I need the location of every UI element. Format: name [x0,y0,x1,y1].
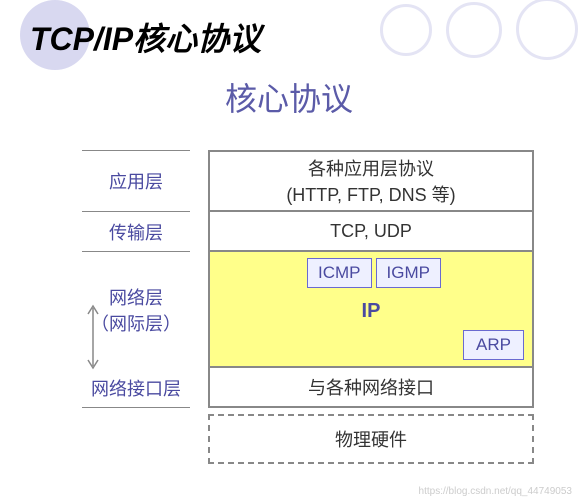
decorative-circle [446,2,502,58]
label-text: 传输层 [109,219,163,245]
layer-label-link: 网络接口层 [64,368,208,408]
net-top-protocols: ICMP IGMP [301,252,441,288]
proto-box-arp: ARP [463,330,524,360]
layer-content-transport: TCP, UDP [208,212,534,252]
physical-content: 物理硬件 [335,430,407,450]
layer-arrow-icon [86,302,100,372]
layer-row-link: 网络接口层 与各种网络接口 [64,368,534,408]
subtitle: 核心协议 [0,74,578,120]
label-text-line2: （网际层） [91,310,181,336]
link-content: 与各种网络接口 [308,374,434,400]
transport-protocols: TCP, UDP [330,221,412,242]
layer-content-network: ICMP IGMP IP ARP [208,252,534,368]
layer-content-link: 与各种网络接口 [208,368,534,408]
proto-box-icmp: ICMP [307,258,372,288]
layer-label-network: 网络层 （网际层） [64,252,208,368]
tcpip-diagram: 应用层 各种应用层协议 (HTTP, FTP, DNS 等) 传输层 TCP, … [64,150,534,464]
layer-content-physical: 物理硬件 [208,414,534,464]
layer-row-application: 应用层 各种应用层协议 (HTTP, FTP, DNS 等) [64,150,534,212]
spacer [64,414,208,464]
label-text-line1: 网络层 [109,284,163,310]
decorative-circle [516,0,578,60]
decorative-circle [380,4,432,56]
layer-row-transport: 传输层 TCP, UDP [64,212,534,252]
page-title: TCP/IP核心协议 [30,14,261,60]
layer-row-network: 网络层 （网际层） ICMP IGMP IP ARP [64,252,534,368]
proto-box-igmp: IGMP [376,258,441,288]
proto-ip: IP [210,300,532,323]
layer-content-application: 各种应用层协议 (HTTP, FTP, DNS 等) [208,150,534,212]
app-protocols-line2: (HTTP, FTP, DNS 等) [286,181,455,207]
label-text: 应用层 [109,168,163,194]
label-text: 网络接口层 [91,375,181,401]
layer-label-transport: 传输层 [64,212,208,252]
layer-label-application: 应用层 [64,150,208,212]
layer-row-physical: 物理硬件 [64,414,534,464]
app-protocols-line1: 各种应用层协议 [308,155,434,181]
watermark: https://blog.csdn.net/qq_44749053 [419,486,572,497]
